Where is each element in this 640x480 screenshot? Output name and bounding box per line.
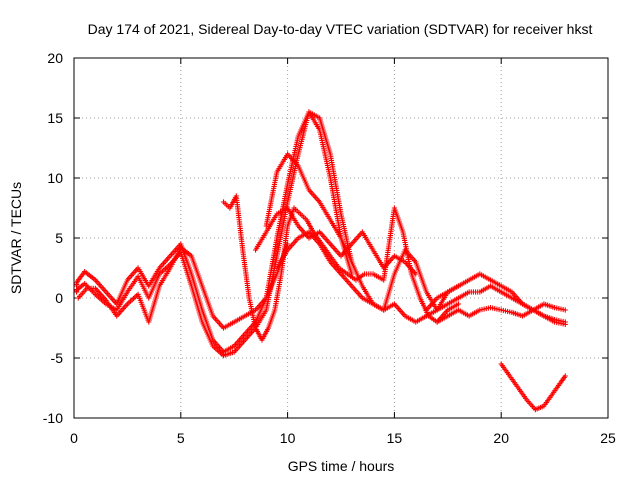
x-tick-label: 20 — [493, 430, 509, 446]
y-tick-labels: -10 -5 0 5 10 15 20 — [43, 50, 63, 426]
y-tick-label: 5 — [55, 230, 63, 246]
series-track-1 — [74, 109, 355, 355]
y-tick-label: 0 — [55, 290, 63, 306]
data-point — [562, 321, 568, 327]
data-point — [562, 373, 568, 379]
series-track-9 — [434, 305, 568, 327]
chart-title: Day 174 of 2021, Sidereal Day-to-day VTE… — [88, 21, 593, 37]
y-tick-label: 10 — [47, 170, 63, 186]
x-tick-labels: 0 5 10 15 20 25 — [70, 430, 616, 446]
x-tick-label: 5 — [177, 430, 185, 446]
series-track-10 — [498, 361, 568, 413]
data-point — [455, 301, 462, 307]
series-track-5 — [252, 205, 419, 277]
series-track-8 — [423, 271, 568, 313]
data-point — [562, 307, 568, 313]
y-axis-title: SDTVAR / TECUs — [8, 182, 24, 294]
series-track-4 — [220, 193, 462, 343]
data-marks — [74, 109, 568, 413]
y-tick-label: 20 — [47, 50, 63, 66]
x-tick-label: 10 — [280, 430, 296, 446]
x-tick-label: 15 — [387, 430, 403, 446]
x-axis-title: GPS time / hours — [288, 458, 395, 474]
x-tick-label: 25 — [600, 430, 616, 446]
plot-frame — [73, 57, 609, 419]
y-tick-label: -10 — [43, 410, 63, 426]
y-tick-label: -5 — [51, 350, 64, 366]
x-tick-label: 0 — [70, 430, 78, 446]
y-tick-label: 15 — [47, 110, 63, 126]
